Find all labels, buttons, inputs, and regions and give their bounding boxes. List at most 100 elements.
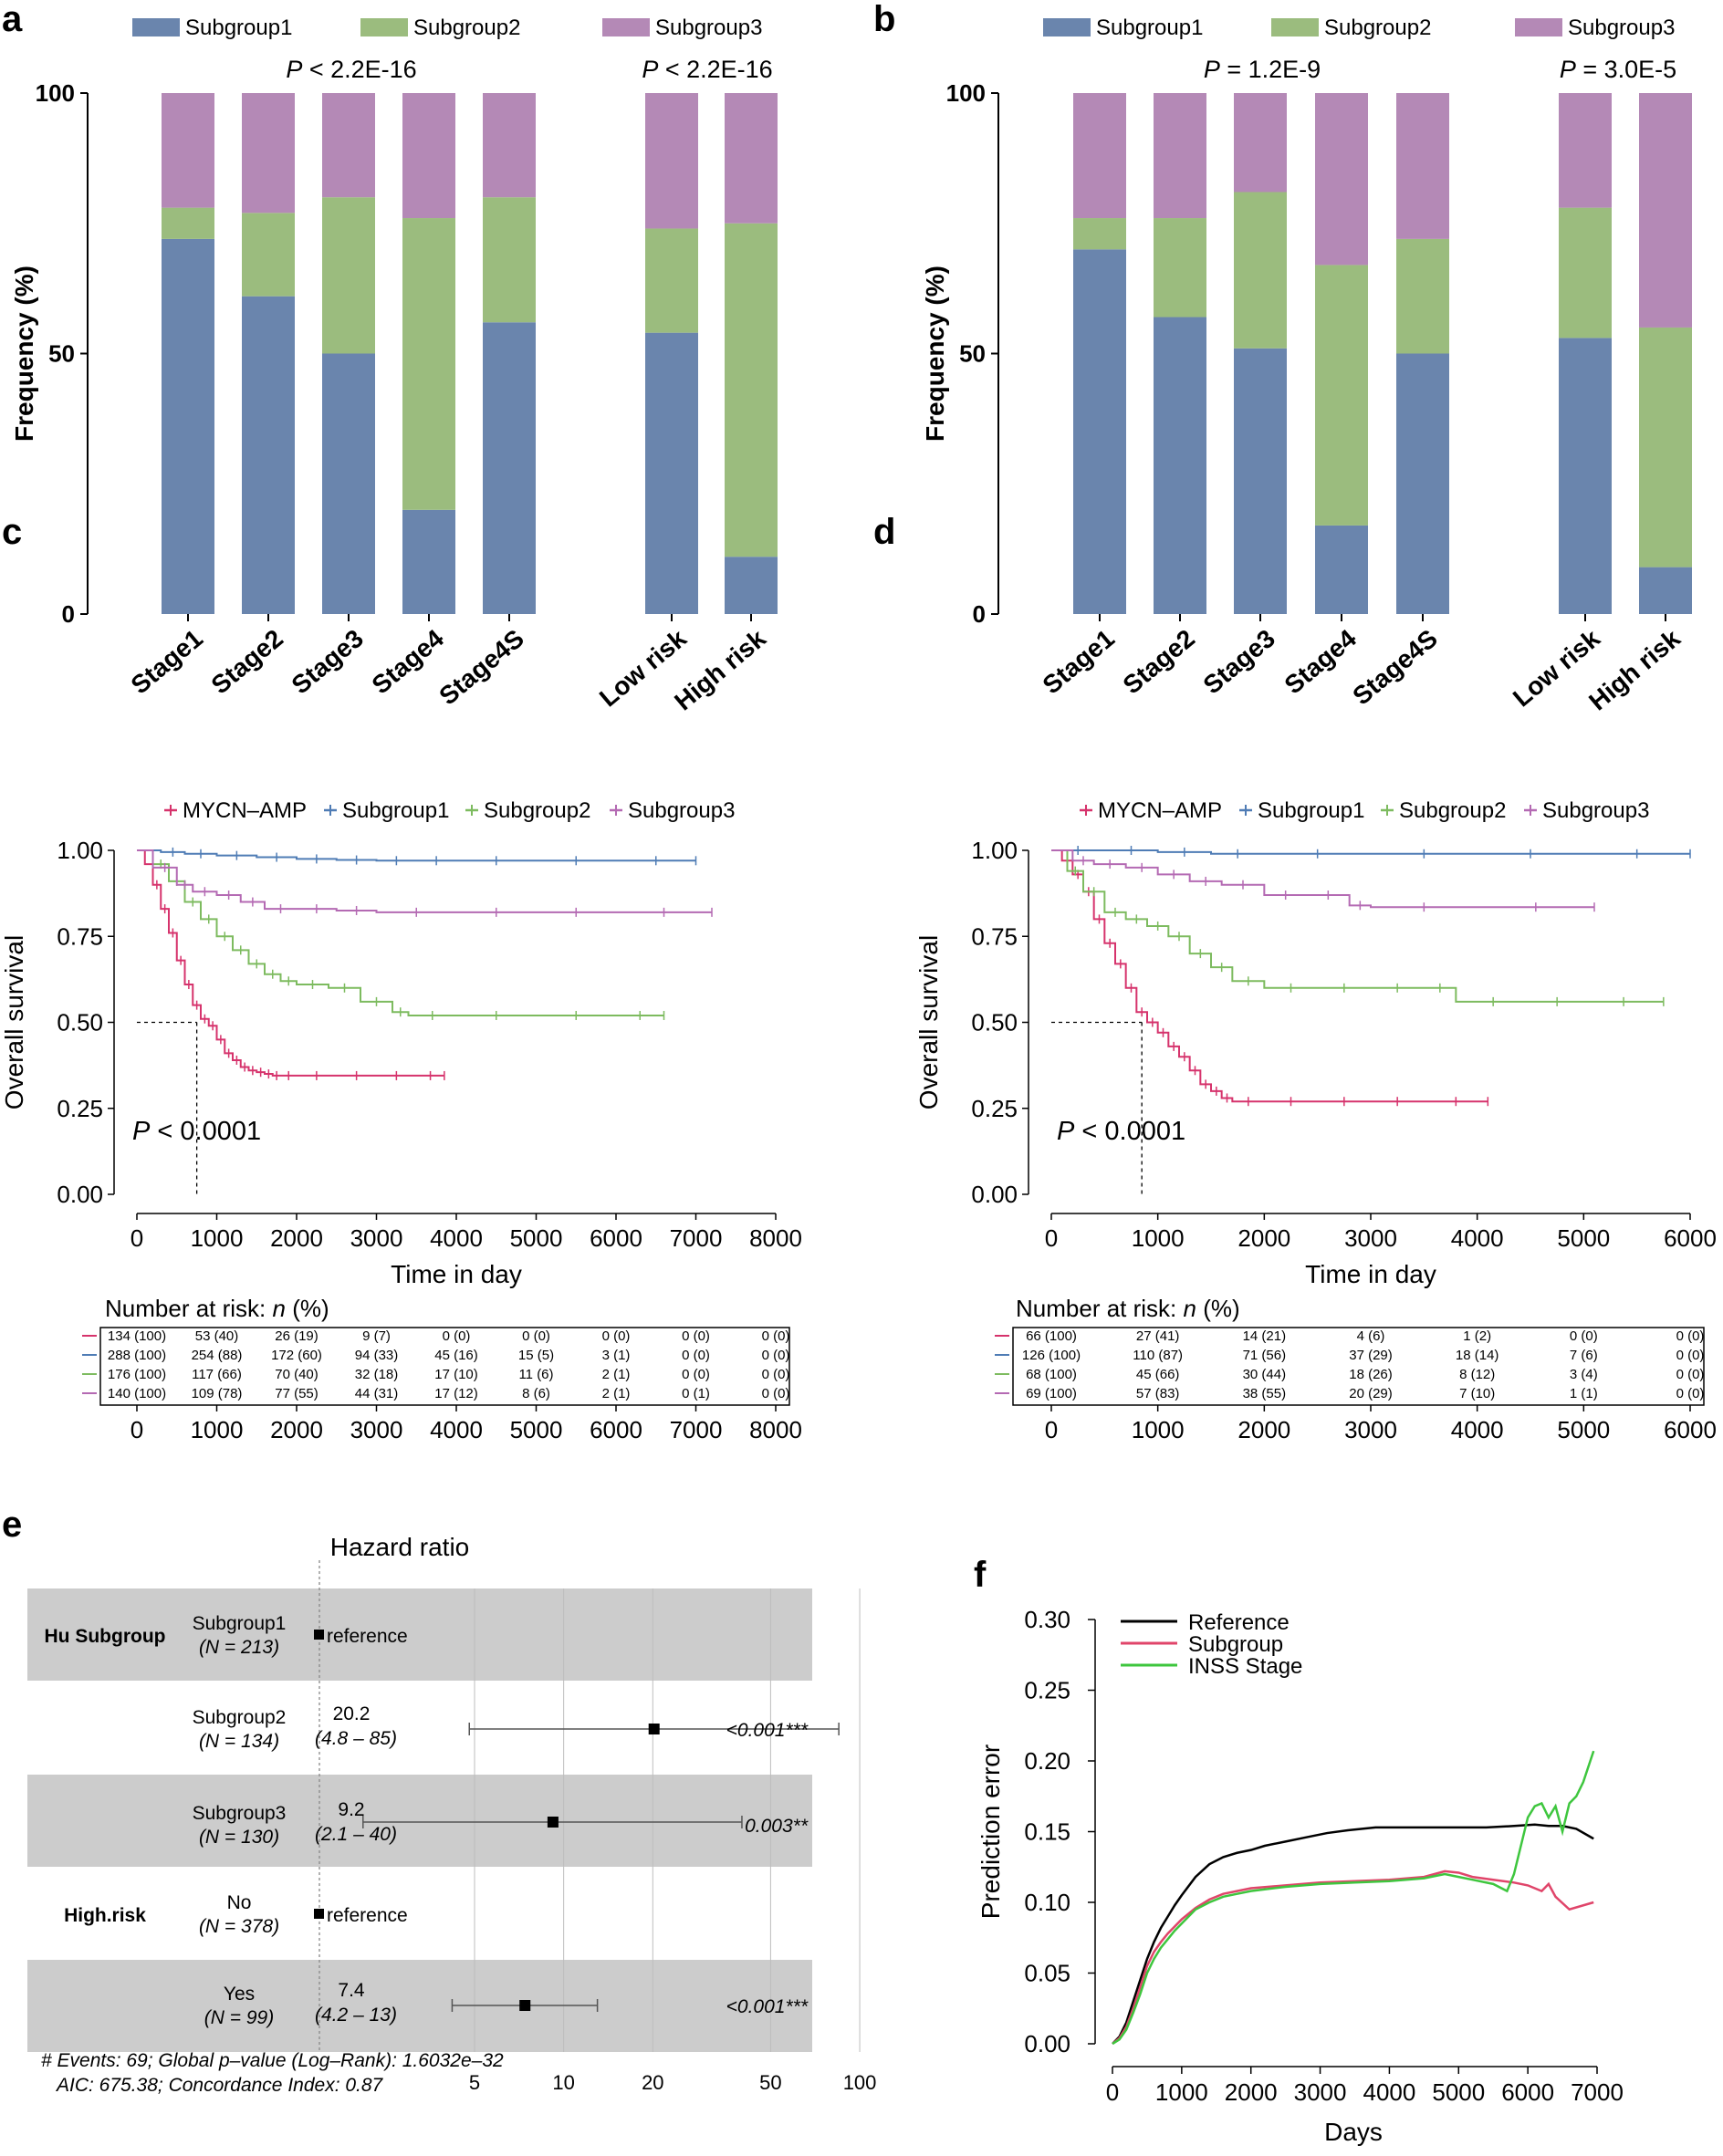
x-axis-label: Time in day — [391, 1260, 522, 1288]
legend-label: Subgroup3 — [1542, 798, 1649, 823]
x-tick-label: 7000 — [1571, 2078, 1624, 2106]
forest-n-label: (N = 134) — [199, 1731, 279, 1752]
x-tick-label: 6000 — [590, 1224, 642, 1252]
risk-cell: 7 (10) — [1459, 1386, 1495, 1401]
risk-cell: 0 (0) — [762, 1367, 790, 1382]
x-tick-label: Stage4S — [433, 624, 529, 711]
y-tick-label: 100 — [36, 79, 75, 107]
y-tick-label: 0.75 — [57, 922, 103, 950]
x-tick-label: 7000 — [670, 1416, 723, 1443]
risk-cell: 9 (7) — [362, 1328, 391, 1344]
forest-band — [27, 1775, 812, 1867]
forest-tick-label: 5 — [469, 2071, 480, 2094]
pe-line-reference — [1112, 1823, 1594, 2045]
y-tick-label: 50 — [959, 340, 986, 368]
legend-swatch-subgroup1 — [1043, 18, 1091, 36]
forest-point — [648, 1724, 660, 1734]
x-tick-label: 2000 — [1237, 1224, 1290, 1252]
x-tick-label: 1000 — [191, 1224, 244, 1252]
risk-cell: 0 (0) — [1676, 1386, 1705, 1401]
y-tick-label: 0.15 — [1024, 1818, 1070, 1846]
risk-cell: 1 (2) — [1463, 1328, 1491, 1344]
risk-table-box — [1012, 1327, 1705, 1406]
risk-cell: 1 (1) — [1570, 1386, 1598, 1401]
risk-cell: 126 (100) — [1022, 1348, 1081, 1363]
y-tick-label: 0 — [973, 600, 986, 628]
risk-cell: 0 (0) — [522, 1328, 550, 1344]
y-tick-label: 0.20 — [1024, 1747, 1070, 1775]
forest-title: Hazard ratio — [330, 1533, 470, 1561]
x-tick-label: Stage1 — [1038, 624, 1120, 700]
y-tick-label: 100 — [946, 79, 986, 107]
risk-cell: 94 (33) — [355, 1348, 399, 1363]
risk-cell: 37 (29) — [1349, 1348, 1393, 1363]
forest-group-label: High.risk — [64, 1905, 146, 1926]
y-axis-label: Overall survival — [914, 935, 943, 1109]
risk-cell: 140 (100) — [108, 1386, 166, 1401]
risk-cell: 68 (100) — [1026, 1367, 1077, 1382]
bar-subgroup1 — [1315, 525, 1368, 614]
bar-subgroup2 — [162, 207, 214, 239]
bar-subgroup1 — [322, 353, 375, 614]
x-tick-label: 6000 — [1501, 2078, 1554, 2106]
legend-label: MYCN–AMP — [183, 798, 307, 823]
risk-cell: 2 (1) — [602, 1386, 631, 1401]
risk-cell: 0 (0) — [762, 1386, 790, 1401]
forest-estimate: 7.4 — [338, 1980, 365, 2001]
forest-pvalue: <0.001*** — [726, 1720, 809, 1741]
risk-table-title: Number at risk: n (%) — [1016, 1295, 1240, 1322]
x-axis-label: Days — [1324, 2118, 1383, 2146]
forest-tick-label: 10 — [552, 2071, 574, 2094]
x-tick-label: 8000 — [749, 1416, 802, 1443]
panel-label-c: c — [2, 512, 22, 552]
risk-cell: 0 (0) — [762, 1328, 790, 1344]
risk-cell: 14 (21) — [1243, 1328, 1287, 1344]
legend-label-subgroup1: Subgroup1 — [185, 16, 292, 40]
bar-subgroup1 — [1154, 317, 1206, 614]
forest-pvalue: 0.003** — [745, 1816, 809, 1837]
bar-subgroup2 — [1396, 238, 1449, 354]
risk-cell: 44 (31) — [355, 1386, 399, 1401]
risk-table-title: Number at risk: n (%) — [105, 1295, 329, 1322]
p-value: P < 0.0001 — [1057, 1117, 1185, 1146]
y-axis-label: Frequency (%) — [921, 266, 949, 442]
x-tick-label: Stage1 — [126, 624, 208, 700]
risk-cell: 0 (0) — [1676, 1328, 1705, 1344]
legend-label: Subgroup2 — [1399, 798, 1506, 823]
forest-tick-label: 50 — [759, 2071, 781, 2094]
p-value: P < 2.2E-16 — [286, 56, 416, 83]
forest-ci: (4.2 – 13) — [315, 2005, 397, 2026]
x-tick-label: 8000 — [749, 1224, 802, 1252]
forest-point — [519, 2000, 531, 2011]
x-tick-label: Stage4S — [1347, 624, 1443, 711]
y-axis-label: Prediction error — [976, 1745, 1005, 1919]
x-axis-label: Time in day — [1305, 1260, 1436, 1288]
risk-cell: 288 (100) — [108, 1348, 166, 1363]
forest-group-label: Hu Subgroup — [45, 1626, 166, 1647]
legend-swatch-subgroup2 — [360, 18, 408, 36]
risk-cell: 0 (0) — [602, 1328, 631, 1344]
km-curve-subgroup1 — [137, 849, 696, 862]
y-tick-label: 1.00 — [57, 837, 103, 864]
bar-subgroup3 — [483, 93, 536, 198]
forest-level-label: Yes — [224, 1984, 255, 2005]
km-curve-subgroup1 — [1051, 849, 1690, 855]
x-tick-label: 1000 — [1132, 1224, 1185, 1252]
bar-subgroup2 — [1154, 218, 1206, 318]
legend-label: Subgroup1 — [1258, 798, 1364, 823]
risk-cell: 0 (0) — [1676, 1348, 1705, 1363]
bar-subgroup1 — [645, 332, 698, 614]
bar-subgroup1 — [162, 238, 214, 614]
x-tick-label: 4000 — [430, 1416, 483, 1443]
risk-cell: 117 (66) — [192, 1367, 242, 1382]
y-tick-label: 0.75 — [971, 922, 1018, 950]
bar-subgroup1 — [483, 322, 536, 614]
risk-cell: 18 (26) — [1349, 1367, 1393, 1382]
x-tick-label: 4000 — [1363, 2078, 1416, 2106]
bar-subgroup1 — [1073, 249, 1126, 614]
y-tick-label: 0.25 — [1024, 1677, 1070, 1704]
bar-subgroup2 — [1559, 207, 1612, 339]
legend-swatch-subgroup3 — [602, 18, 650, 36]
legend-label: Subgroup — [1188, 1632, 1283, 1657]
legend-label-subgroup3: Subgroup3 — [1568, 16, 1675, 40]
